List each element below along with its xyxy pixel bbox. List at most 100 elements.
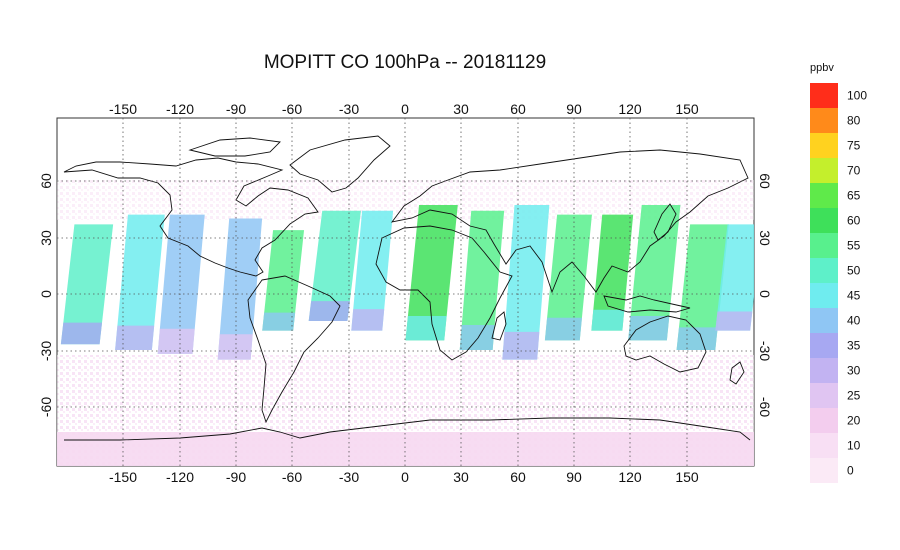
colorbar-swatch	[810, 333, 838, 358]
co-swath-fringe	[628, 315, 670, 341]
background-co-antarctica	[57, 432, 754, 466]
co-swath-band	[157, 214, 205, 354]
co-swath	[628, 205, 681, 341]
colorbar-label: 35	[847, 339, 861, 353]
colorbar-swatch	[810, 433, 838, 458]
co-swath-fringe	[502, 331, 540, 360]
lon-tick-top: 0	[401, 101, 409, 117]
co-swath-fringe	[115, 325, 155, 350]
colorbar-swatch	[810, 258, 838, 283]
coast-greenland	[289, 135, 391, 193]
coast-eurasia	[390, 149, 749, 294]
colorbar-swatch	[810, 183, 838, 208]
coast-south-america	[247, 275, 341, 424]
colorbar-label: 80	[847, 114, 861, 128]
colorbar-swatch	[810, 383, 838, 408]
co-swath-band	[405, 205, 458, 341]
map-title: MOPITT CO 100hPa -- 20181129	[263, 52, 547, 73]
co-swath	[351, 210, 394, 331]
coast-africa	[375, 225, 513, 361]
lon-tick-top: 90	[566, 101, 582, 117]
co-swath-band	[351, 210, 394, 331]
colorbar-swatch	[810, 358, 838, 383]
colorbar-label: 25	[847, 389, 861, 403]
lat-tick-left: 0	[38, 290, 54, 298]
co-swath-band	[115, 214, 165, 350]
lon-tick-top: -120	[166, 101, 194, 117]
coast-madagascar	[491, 311, 507, 341]
colorbar-label: 65	[847, 189, 861, 203]
co-swath	[217, 218, 263, 360]
colorbar-label: 100	[847, 89, 867, 103]
lon-ticks-bottom: -150 -120 -90 -60 -30 0 30 60 90 120 150	[109, 469, 699, 485]
co-swath	[60, 224, 114, 345]
lat-tick-left: -60	[38, 397, 54, 417]
lon-tick-bottom: 30	[453, 469, 469, 485]
co-swath-fringe	[157, 328, 195, 354]
co-swath-fringe	[351, 309, 385, 331]
co-swath	[715, 224, 754, 331]
co-swath-band	[308, 210, 361, 321]
lon-tick-top: 150	[675, 101, 699, 117]
colorbar-unit: ppbv	[810, 62, 834, 74]
co-swath	[591, 214, 634, 331]
co-swath	[115, 214, 165, 350]
lon-tick-bottom: 150	[675, 469, 699, 485]
co-swath-band	[628, 205, 681, 341]
colorbar-label: 75	[847, 139, 861, 153]
coast-japan	[653, 203, 677, 241]
lat-tick-right: -60	[757, 397, 773, 417]
lon-tick-bottom: -120	[166, 469, 194, 485]
co-swath	[459, 210, 505, 350]
colorbar-label: 40	[847, 314, 861, 328]
colorbar-label: 20	[847, 414, 861, 428]
lon-tick-top: -60	[282, 101, 302, 117]
co-swath-band	[591, 214, 634, 331]
colorbar-swatch	[810, 158, 838, 183]
co-swath	[405, 205, 458, 341]
coast-indonesia	[603, 295, 691, 313]
co-swath	[308, 210, 361, 321]
co-swath-fringe	[591, 309, 625, 331]
co-swath-fringe	[544, 317, 582, 341]
co-swath-band	[60, 224, 114, 345]
lon-tick-top: 30	[453, 101, 469, 117]
co-swath-fringe	[308, 301, 350, 321]
co-swath-fringe	[405, 315, 447, 341]
co-swath-band	[262, 230, 305, 331]
lon-tick-bottom: 0	[401, 469, 409, 485]
lat-tick-right: -30	[757, 341, 773, 361]
background-co-north	[57, 180, 754, 220]
co-swath-band	[459, 210, 505, 350]
colorbar-label: 50	[847, 264, 861, 278]
lon-tick-bottom: -150	[109, 469, 137, 485]
colorbar-swatch	[810, 133, 838, 158]
co-swath-fringe	[715, 311, 753, 331]
lon-tick-bottom: 90	[566, 469, 582, 485]
colorbar-swatch	[810, 83, 838, 108]
co-swath-fringe	[459, 324, 495, 350]
lat-ticks-left: 60 30 0 -30 -60	[38, 173, 54, 417]
colorbar-label: 55	[847, 239, 861, 253]
co-swath	[544, 214, 592, 341]
lon-tick-bottom: -90	[226, 469, 246, 485]
co-swath	[157, 214, 205, 354]
co-swath	[502, 205, 550, 360]
co-swath-band	[502, 205, 550, 360]
colorbar-label: 45	[847, 289, 861, 303]
colorbar-swatch	[810, 233, 838, 258]
lat-tick-right: 30	[757, 230, 773, 246]
grid-lines	[57, 118, 754, 466]
colorbar-swatch	[810, 308, 838, 333]
colorbar-label: 60	[847, 214, 861, 228]
co-swath-band	[715, 224, 754, 331]
lon-tick-bottom: 120	[618, 469, 642, 485]
lat-tick-right: 60	[757, 173, 773, 189]
co-swath-band	[676, 224, 729, 350]
co-swath-fringe	[262, 312, 296, 331]
lon-tick-bottom: -60	[282, 469, 302, 485]
coast-arctic-islands	[188, 137, 281, 157]
colorbar-swatch	[810, 458, 838, 483]
